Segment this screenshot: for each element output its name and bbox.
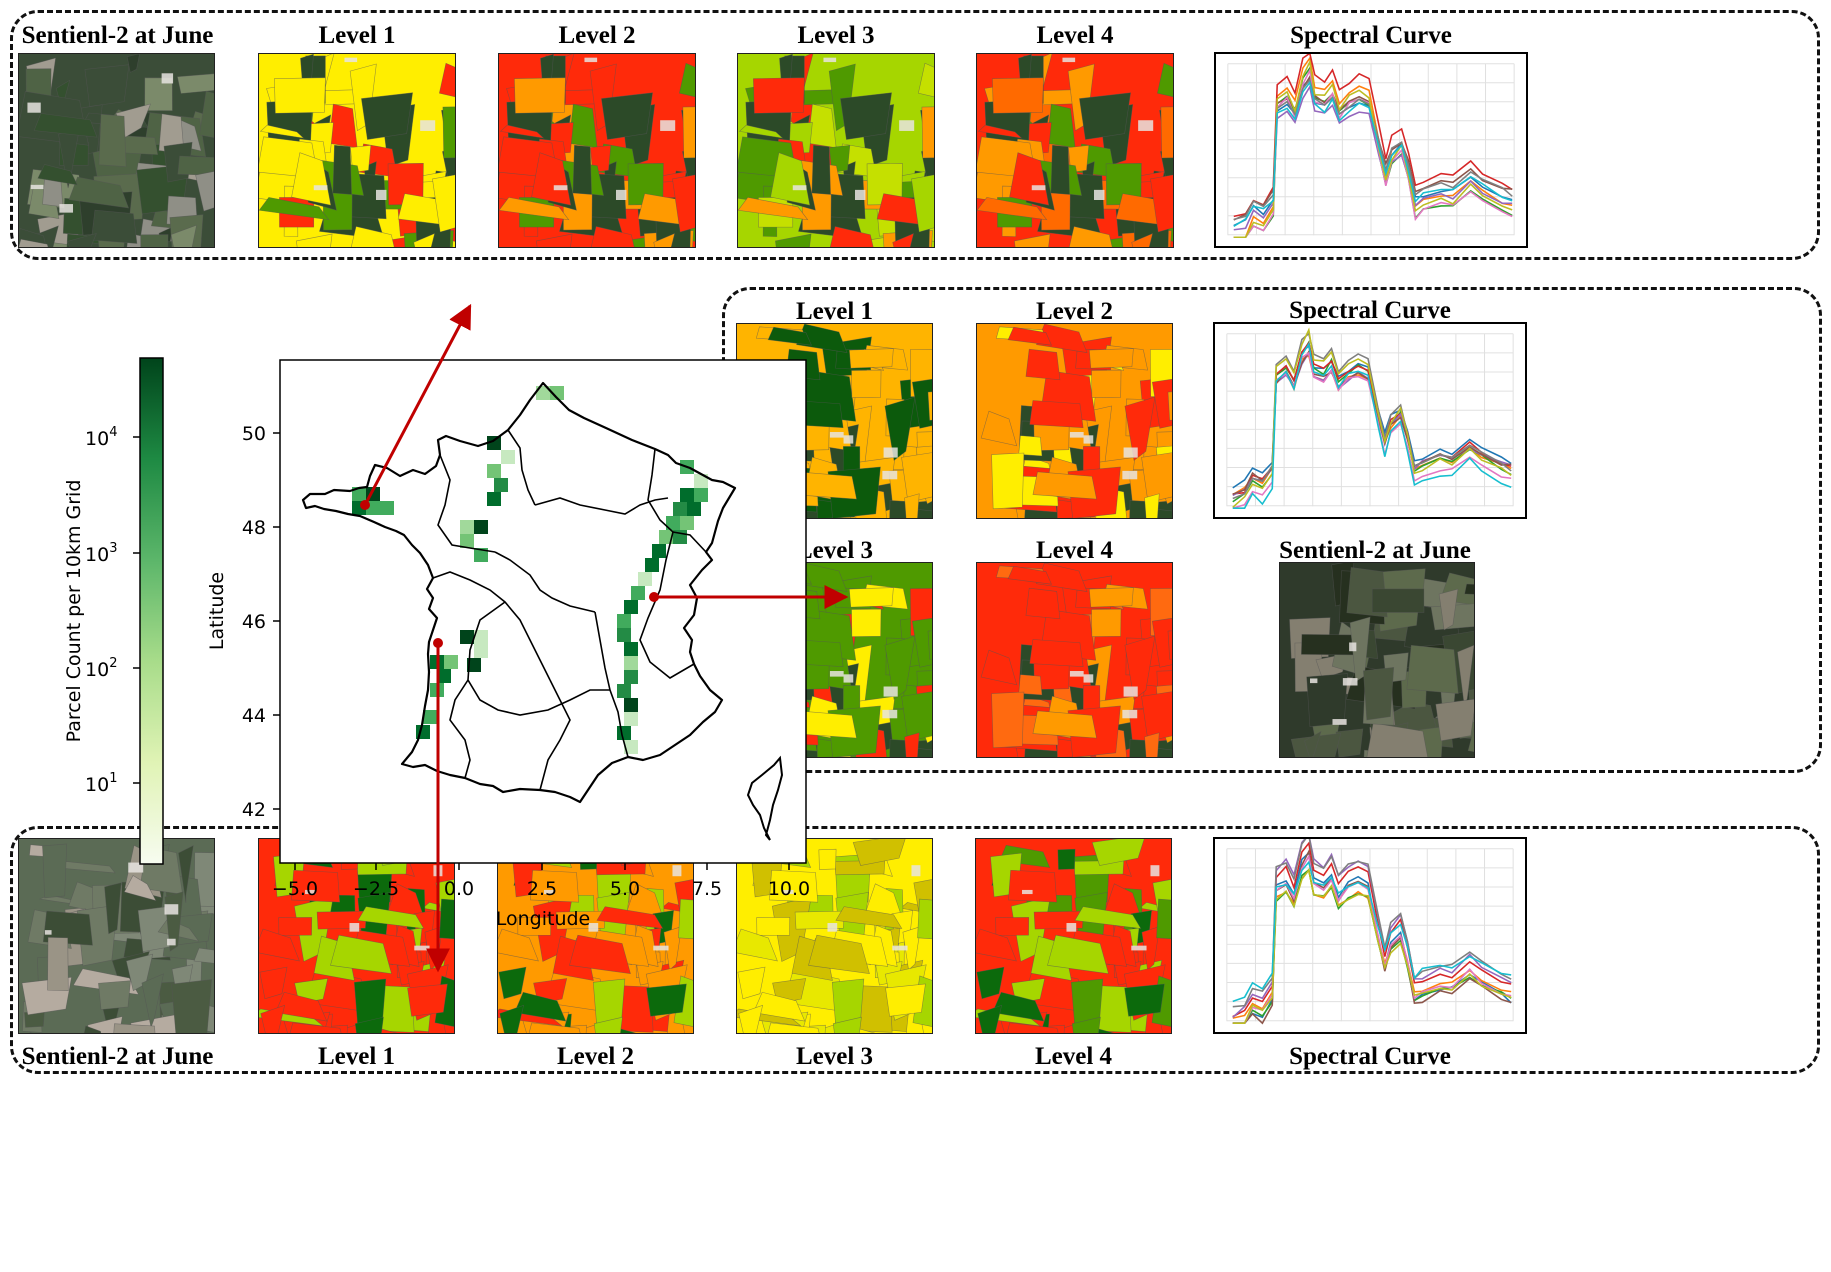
bot-level2-label: Level 2 [556,1043,635,1070]
bot-level4-label: Level 4 [1034,1043,1113,1070]
mid-spectral-label: Spectral Curve [1289,297,1451,324]
svg-text:102: 102 [85,656,117,681]
bot-level3-image [736,838,933,1034]
bot-spectral-label: Spectral Curve [1289,1043,1451,1070]
bot-level3-label: Level 3 [795,1043,874,1070]
bot-level1-image [258,838,455,1034]
mid-spectral-curve [1213,322,1527,519]
map-ytick-label: 50 [242,423,266,445]
top-spectral-curve [1214,52,1528,248]
colorbar [139,357,164,865]
map-ytick-label: 48 [242,517,266,539]
cb-tick-4: 10 [85,774,109,796]
colorbar-label: Parcel Count per 10km Grid [63,480,85,743]
cb-exp-2: 3 [109,541,117,556]
bot-level2-image [497,838,694,1034]
top-s2-label: Sentienl-2 at June [21,22,214,49]
top-panel [10,10,1820,260]
top-level2-label: Level 2 [558,22,636,49]
france-outline [301,381,737,804]
cb-exp-4: 1 [109,771,117,786]
mid-level3-image [736,562,933,758]
bot-level1-label: Level 1 [317,1043,396,1070]
top-level4-image [976,53,1174,248]
top-level1-label: Level 1 [318,22,396,49]
svg-text:104: 104 [85,425,117,450]
density-cells [352,386,708,754]
bottom-panel [10,826,1820,1074]
cb-exp-1: 4 [109,425,117,440]
bot-level4-image [975,838,1172,1034]
mid-level2-image [976,323,1173,519]
bot-s2-label: Sentienl-2 at June [21,1043,214,1070]
top-s2-image [18,53,215,248]
cb-tick-3: 10 [85,659,109,681]
cb-tick-1: 10 [85,428,109,450]
top-level2-image [498,53,696,248]
svg-text:103: 103 [85,541,117,566]
top-level4-label: Level 4 [1036,22,1114,49]
mid-level2-label: Level 2 [1035,298,1114,325]
top-level3-label: Level 3 [797,22,875,49]
cb-tick-2: 10 [85,544,109,566]
top-level1-image [258,53,456,248]
map-ylabel: Latitude [206,572,228,650]
mid-s2-label: Sentienl-2 at June [1279,537,1471,564]
mid-level3-label: Level 3 [795,537,874,564]
mid-s2-image [1279,562,1475,758]
mid-level1-image [736,323,933,519]
mid-level4-image [976,562,1173,758]
map-ytick-label: 42 [242,799,266,821]
bot-s2-image [18,838,215,1034]
svg-text:101: 101 [85,771,117,796]
top-spectral-label: Spectral Curve [1290,22,1452,49]
map-ytick-label: 44 [242,705,266,727]
mid-level4-label: Level 4 [1035,537,1114,564]
map-ytick-label: 46 [242,611,266,633]
colorbar-ticks: 104 103 102 101 [85,425,140,796]
top-level3-image [737,53,935,248]
region-borders [432,429,707,791]
arrow-to-top [363,303,472,506]
bot-spectral-curve [1213,837,1527,1034]
cb-exp-3: 2 [109,656,117,671]
mid-level1-label: Level 1 [795,298,874,325]
